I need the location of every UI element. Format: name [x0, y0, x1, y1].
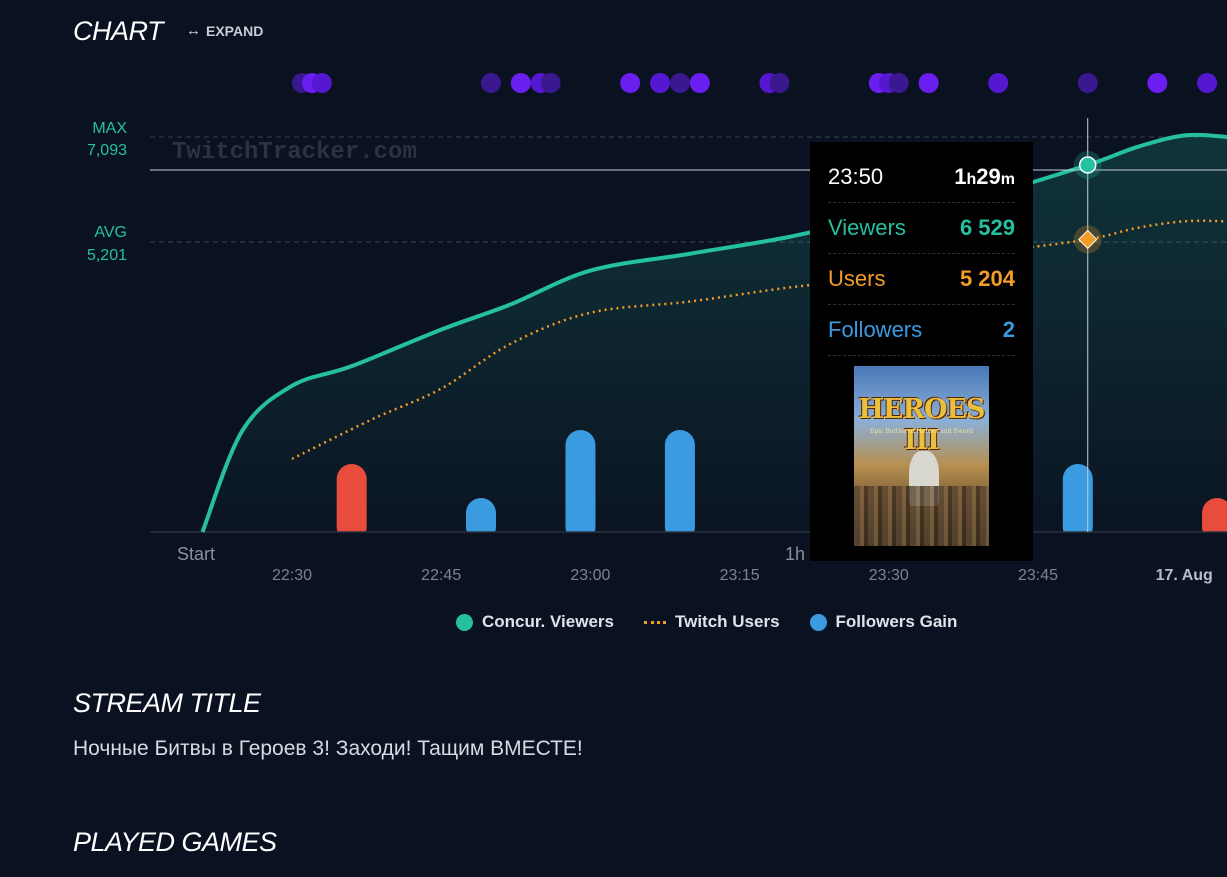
- legend-followers-dot-icon: [809, 613, 827, 631]
- event-dot[interactable]: [888, 73, 909, 93]
- tooltip-followers-value: 2: [1002, 317, 1015, 342]
- expand-button[interactable]: ↔ EXPAND: [186, 22, 263, 39]
- tooltip-followers-row: Followers 2: [828, 305, 1015, 356]
- legend-users-label: Twitch Users: [674, 612, 780, 631]
- legend-viewers-label: Concur. Viewers: [482, 612, 614, 631]
- event-dot[interactable]: [311, 73, 332, 93]
- legend-users-dash-icon: [643, 620, 666, 624]
- follower-bar[interactable]: [465, 498, 496, 542]
- event-dot[interactable]: [510, 73, 531, 93]
- chart-legend: Concur. Viewers Twitch Users Followers G…: [456, 612, 957, 632]
- event-dot[interactable]: [669, 73, 690, 93]
- event-dot[interactable]: [769, 73, 790, 93]
- viewers-marker: [1078, 156, 1097, 174]
- chart-section-title: CHART: [73, 16, 164, 46]
- start-label: Start: [177, 544, 215, 564]
- follower-bar[interactable]: [664, 430, 695, 542]
- x-tick-label: 23:00: [570, 567, 610, 584]
- event-dot[interactable]: [650, 73, 671, 93]
- event-dot[interactable]: [1197, 73, 1218, 93]
- max-value: 7,093: [87, 142, 127, 159]
- follower-bar[interactable]: [336, 464, 367, 542]
- x-tick-label: 23:30: [869, 567, 909, 584]
- stream-title-text: Ночные Битвы в Героев 3! Заходи! Тащим В…: [73, 737, 583, 760]
- duration-minutes: 29: [976, 164, 1001, 189]
- tooltip-time: 23:50: [828, 164, 884, 189]
- event-dot[interactable]: [540, 73, 561, 93]
- legend-item-users[interactable]: Twitch Users: [643, 612, 780, 632]
- legend-item-followers[interactable]: Followers Gain: [809, 612, 958, 632]
- game-cover-subtitle: Epic Battles of Heroes and Sword: [870, 428, 973, 435]
- event-dot[interactable]: [918, 73, 939, 93]
- legend-followers-label: Followers Gain: [835, 612, 958, 631]
- avg-label: AVG: [94, 224, 127, 241]
- tooltip-users-label: Users: [828, 266, 886, 291]
- duration-hours: 1: [954, 164, 967, 189]
- event-dots: [291, 73, 1218, 93]
- tooltip-users-row: Users 5 204: [828, 254, 1015, 305]
- tooltip-users-value: 5 204: [959, 266, 1015, 291]
- users-marker: [1078, 229, 1098, 250]
- tooltip-duration: 1h29m: [954, 164, 1015, 190]
- event-dot[interactable]: [1147, 73, 1168, 93]
- x-tick-label: 17. Aug: [1156, 567, 1213, 584]
- event-dot[interactable]: [689, 73, 710, 93]
- tooltip-viewers-value: 6 529: [959, 215, 1015, 240]
- expand-label: EXPAND: [206, 22, 264, 39]
- tooltip-viewers-label: Viewers: [828, 215, 906, 240]
- avg-value: 5,201: [87, 247, 127, 264]
- game-cover-title: HEROES III: [858, 394, 985, 456]
- hour-label: 1h: [785, 544, 805, 564]
- tooltip-time-row: 23:50 1h29m: [828, 152, 1015, 203]
- game-cover-image: HEROES III Epic Battles of Heroes and Sw…: [854, 366, 989, 546]
- legend-viewers-dot-icon: [456, 613, 473, 631]
- game-cover-army: [854, 486, 989, 546]
- stream-title-heading: STREAM TITLE: [73, 688, 261, 718]
- tooltip-viewers-row: Viewers 6 529: [828, 203, 1015, 254]
- event-dot[interactable]: [480, 73, 501, 93]
- stream-chart[interactable]: MAX 7,093 AVG 5,201 TwitchTracker.com St…: [0, 0, 1227, 600]
- tooltip-followers-label: Followers: [828, 317, 923, 342]
- duration-minutes-unit: m: [1000, 171, 1015, 188]
- follower-bar[interactable]: [1062, 464, 1093, 542]
- x-tick-label: 23:15: [720, 567, 760, 584]
- duration-hours-unit: h: [966, 171, 977, 188]
- chart-tooltip: 23:50 1h29m Viewers 6 529 Users 5 204 Fo…: [810, 142, 1033, 561]
- expand-arrows-icon: ↔: [186, 22, 201, 39]
- x-tick-label: 22:45: [421, 567, 461, 584]
- viewers-line: [200, 132, 1227, 533]
- legend-item-viewers[interactable]: Concur. Viewers: [456, 612, 614, 632]
- watermark: TwitchTracker.com: [172, 139, 417, 166]
- event-dot[interactable]: [1077, 73, 1098, 93]
- bar-base-mask: [150, 532, 1227, 544]
- played-games-heading: PLAYED GAMES: [73, 827, 277, 857]
- event-dot[interactable]: [988, 73, 1009, 93]
- follower-bar[interactable]: [565, 430, 596, 542]
- x-tick-labels: 22:30 22:45 23:00 23:15 23:30 23:45 17. Aug: [272, 567, 1213, 584]
- follower-bar[interactable]: [1202, 498, 1227, 542]
- max-label: MAX: [92, 120, 127, 137]
- x-tick-label: 22:30: [272, 567, 312, 584]
- x-tick-label: 23:45: [1018, 567, 1058, 584]
- hover-markers: [1073, 150, 1102, 254]
- event-dot[interactable]: [620, 73, 641, 93]
